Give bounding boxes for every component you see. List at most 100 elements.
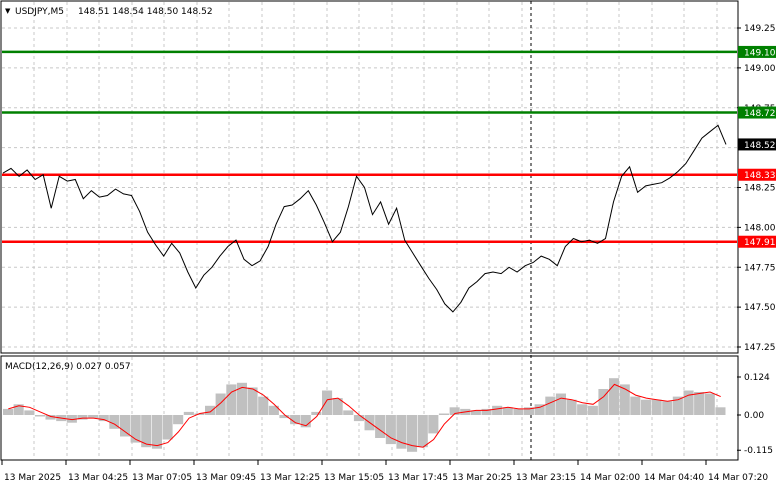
macd-bar: [205, 405, 216, 415]
time-tick-label: 13 Mar 2025: [4, 473, 61, 483]
time-tick-label: 14 Mar 04:40: [644, 473, 704, 483]
macd-bar: [290, 415, 301, 425]
macd-bar: [609, 378, 620, 415]
macd-bar: [492, 405, 503, 415]
macd-bar: [577, 404, 588, 415]
macd-bar: [279, 415, 290, 419]
time-axis: 13 Mar 2025 13 Mar 04:25 13 Mar 07:05 13 Ma…: [1, 460, 768, 483]
macd-bar: [66, 415, 77, 423]
macd-bar: [715, 407, 726, 415]
time-tick-label: 13 Mar 07:05: [132, 473, 192, 483]
macd-label: MACD(12,26,9) 0.027 0.057: [5, 362, 131, 372]
macd-panel-frame: [0, 355, 739, 461]
price-tick-label: 147.75: [744, 263, 776, 273]
macd-bar: [407, 415, 418, 452]
macd-tick-label: 0.124: [744, 373, 770, 383]
macd-tick-label: 0.00: [744, 411, 764, 421]
macd-bar: [322, 390, 333, 415]
current-price-tag: [738, 138, 776, 151]
macd-bar: [481, 408, 492, 415]
macd-bar: [651, 399, 662, 415]
macd-bar: [98, 415, 109, 422]
macd-bar: [13, 404, 24, 415]
macd-bar: [502, 407, 513, 415]
level-price-tag: [738, 235, 776, 248]
time-tick-label: 13 Mar 23:15: [516, 473, 576, 483]
macd-bar: [694, 392, 705, 415]
price-tick-label: 148.25: [744, 184, 776, 194]
level-price-tag: [738, 106, 776, 119]
macd-tick-label: -0.115: [744, 446, 773, 456]
macd-bar: [343, 410, 354, 415]
macd-bar: [513, 408, 524, 415]
macd-bar: [88, 415, 99, 419]
macd-bar: [77, 415, 88, 420]
macd-bar: [449, 407, 460, 415]
macd-bar: [130, 415, 141, 443]
symbol-menu-arrow[interactable]: ▼: [5, 7, 11, 15]
price-panel[interactable]: 149.25149.00148.75148.25148.00147.75147.…: [0, 0, 776, 460]
macd-bar: [555, 393, 566, 415]
price-tick-label: 149.00: [744, 64, 776, 74]
symbol-label: USDJPY,M5: [15, 7, 64, 17]
macd-histogram: [3, 378, 726, 452]
macd-bar: [215, 393, 226, 415]
macd-axis: 0.124 0.00 -0.115: [737, 373, 773, 456]
macd-bar: [375, 415, 386, 438]
time-tick-label: 13 Mar 15:05: [324, 473, 384, 483]
macd-bar: [247, 387, 258, 415]
macd-bar: [598, 389, 609, 415]
macd-bar: [226, 384, 237, 415]
macd-bar: [258, 396, 269, 415]
macd-bar: [662, 401, 673, 415]
macd-bar: [141, 415, 152, 448]
macd-bar: [151, 415, 162, 449]
time-tick-label: 13 Mar 17:45: [388, 473, 448, 483]
macd-bar: [704, 393, 715, 415]
macd-bar: [640, 399, 651, 415]
macd-bar: [566, 399, 577, 415]
macd-bar: [3, 408, 14, 415]
macd-panel[interactable]: 0.124 0.00 -0.115: [0, 355, 773, 461]
price-tick-label: 147.50: [744, 303, 776, 313]
macd-bar: [417, 415, 428, 448]
macd-bar: [332, 398, 343, 415]
level-price-label: 149.10: [744, 48, 776, 58]
macd-bar: [396, 415, 407, 449]
time-tick-label: 14 Mar 02:00: [580, 473, 640, 483]
macd-bar: [428, 415, 439, 434]
macd-bar: [587, 405, 598, 415]
level-price-label: 147.91: [744, 238, 776, 248]
macd-bar: [268, 405, 279, 415]
price-tick-label: 147.25: [744, 343, 776, 353]
macd-bar: [353, 415, 364, 422]
macd-bar: [311, 411, 322, 415]
macd-bar: [34, 415, 45, 417]
level-price-label: 148.72: [744, 109, 776, 119]
macd-bar: [183, 411, 194, 415]
time-tick-label: 13 Mar 20:25: [452, 473, 512, 483]
price-tick-label: 149.25: [744, 24, 776, 34]
time-tick-label: 13 Mar 12:25: [260, 473, 320, 483]
macd-bar: [438, 413, 449, 415]
price-line: [2, 124, 727, 313]
current-price-label: 148.52: [744, 141, 776, 151]
ohlc-values: 148.51 148.54 148.50 148.52: [78, 7, 213, 17]
level-price-tag: [738, 168, 776, 181]
macd-bar: [545, 396, 556, 415]
macd-bar: [300, 415, 311, 428]
price-axis: 149.25149.00148.75148.25148.00147.75147.…: [737, 24, 776, 353]
macd-bar: [683, 390, 694, 415]
macd-bar: [534, 404, 545, 415]
time-tick-label: 14 Mar 07:20: [708, 473, 768, 483]
level-price-tag: [738, 45, 776, 58]
macd-bar: [120, 415, 131, 437]
macd-bar: [162, 415, 173, 440]
macd-bar: [45, 415, 56, 420]
macd-bar: [630, 396, 641, 415]
time-tick-label: 13 Mar 04:25: [68, 473, 128, 483]
macd-bar: [672, 396, 683, 415]
chart-header: ▼ USDJPY,M5 148.51 148.54 148.50 148.52: [5, 7, 213, 17]
time-tick-label: 13 Mar 09:45: [196, 473, 256, 483]
